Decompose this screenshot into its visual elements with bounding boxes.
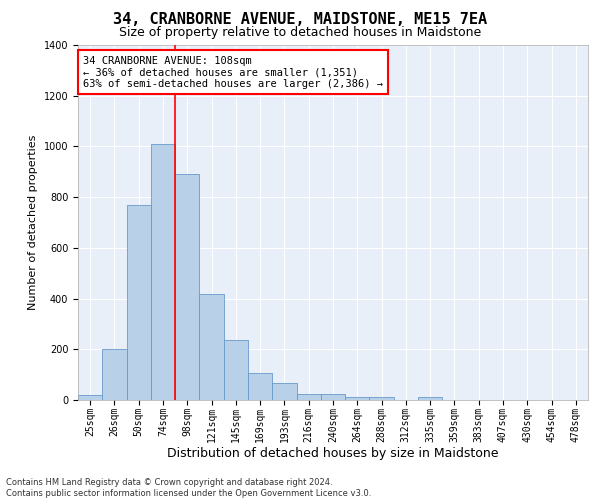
Text: 34, CRANBORNE AVENUE, MAIDSTONE, ME15 7EA: 34, CRANBORNE AVENUE, MAIDSTONE, ME15 7E…	[113, 12, 487, 28]
Bar	[224, 340, 248, 400]
Bar	[102, 350, 127, 400]
X-axis label: Distribution of detached houses by size in Maidstone: Distribution of detached houses by size …	[167, 447, 499, 460]
Bar	[248, 373, 272, 400]
Bar	[151, 144, 175, 400]
Bar	[78, 395, 102, 400]
Bar	[272, 383, 296, 400]
Bar	[321, 394, 345, 400]
Bar	[296, 394, 321, 400]
Bar	[127, 205, 151, 400]
Bar	[370, 398, 394, 400]
Bar	[418, 396, 442, 400]
Bar	[199, 294, 224, 400]
Text: Size of property relative to detached houses in Maidstone: Size of property relative to detached ho…	[119, 26, 481, 39]
Text: 34 CRANBORNE AVENUE: 108sqm
← 36% of detached houses are smaller (1,351)
63% of : 34 CRANBORNE AVENUE: 108sqm ← 36% of det…	[83, 56, 383, 89]
Bar	[345, 397, 370, 400]
Y-axis label: Number of detached properties: Number of detached properties	[28, 135, 38, 310]
Text: Contains HM Land Registry data © Crown copyright and database right 2024.
Contai: Contains HM Land Registry data © Crown c…	[6, 478, 371, 498]
Bar	[175, 174, 199, 400]
